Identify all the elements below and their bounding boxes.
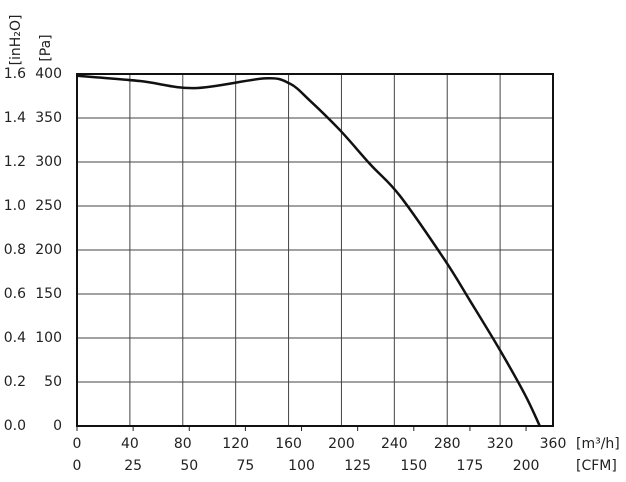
x2-tick-label: 0 [73, 458, 82, 474]
y2-tick-label: 0.0 [4, 418, 26, 434]
x-tick-label: 0 [73, 436, 82, 452]
x-tick-label: 200 [328, 436, 355, 452]
x-tick-label: 240 [381, 436, 408, 452]
y2-tick-label: 1.4 [4, 110, 26, 126]
x2-tick-label: 150 [400, 458, 427, 474]
x-tick-label: 40 [121, 436, 139, 452]
y2-tick-label: 1.6 [4, 66, 26, 82]
x2-tick-label: 100 [288, 458, 315, 474]
x-tick-label: 160 [275, 436, 302, 452]
x2-tick-label: 175 [457, 458, 484, 474]
y2-tick-label: 0.6 [4, 286, 26, 302]
y-tick-label: 350 [35, 110, 62, 126]
plot-border [76, 73, 554, 427]
y-axis-label: [Pa] [38, 34, 54, 61]
y-tick-label: 250 [35, 198, 62, 214]
y2-axis-label: [inH₂O] [8, 15, 24, 66]
y-tick-label: 100 [35, 330, 62, 346]
y-tick-label: 300 [35, 154, 62, 170]
x2-tick-label: 25 [124, 458, 142, 474]
x2-tick-label: 50 [180, 458, 198, 474]
x-tick-label: 320 [487, 436, 514, 452]
y2-tick-label: 1.2 [4, 154, 26, 170]
x-axis-label: [m³/h] [576, 436, 620, 452]
y2-tick-label: 0.2 [4, 374, 26, 390]
curve [76, 74, 541, 427]
x-tick-label: 280 [434, 436, 461, 452]
y-tick-label: 0 [53, 418, 62, 434]
x2-tick-label: 125 [344, 458, 371, 474]
y-tick-label: 150 [35, 286, 62, 302]
y-tick-label: 400 [35, 66, 62, 82]
y-tick-label: 50 [44, 374, 62, 390]
x-tick-label: 120 [222, 436, 249, 452]
x2-axis-label: [CFM] [576, 458, 617, 474]
x2-tick-label: 200 [513, 458, 540, 474]
y2-tick-label: 0.8 [4, 242, 26, 258]
y-tick-label: 200 [35, 242, 62, 258]
y2-tick-label: 0.4 [4, 330, 26, 346]
x2-tick-label: 75 [236, 458, 254, 474]
x-tick-label: 80 [174, 436, 192, 452]
x-tick-label: 360 [540, 436, 567, 452]
y2-tick-label: 1.0 [4, 198, 26, 214]
